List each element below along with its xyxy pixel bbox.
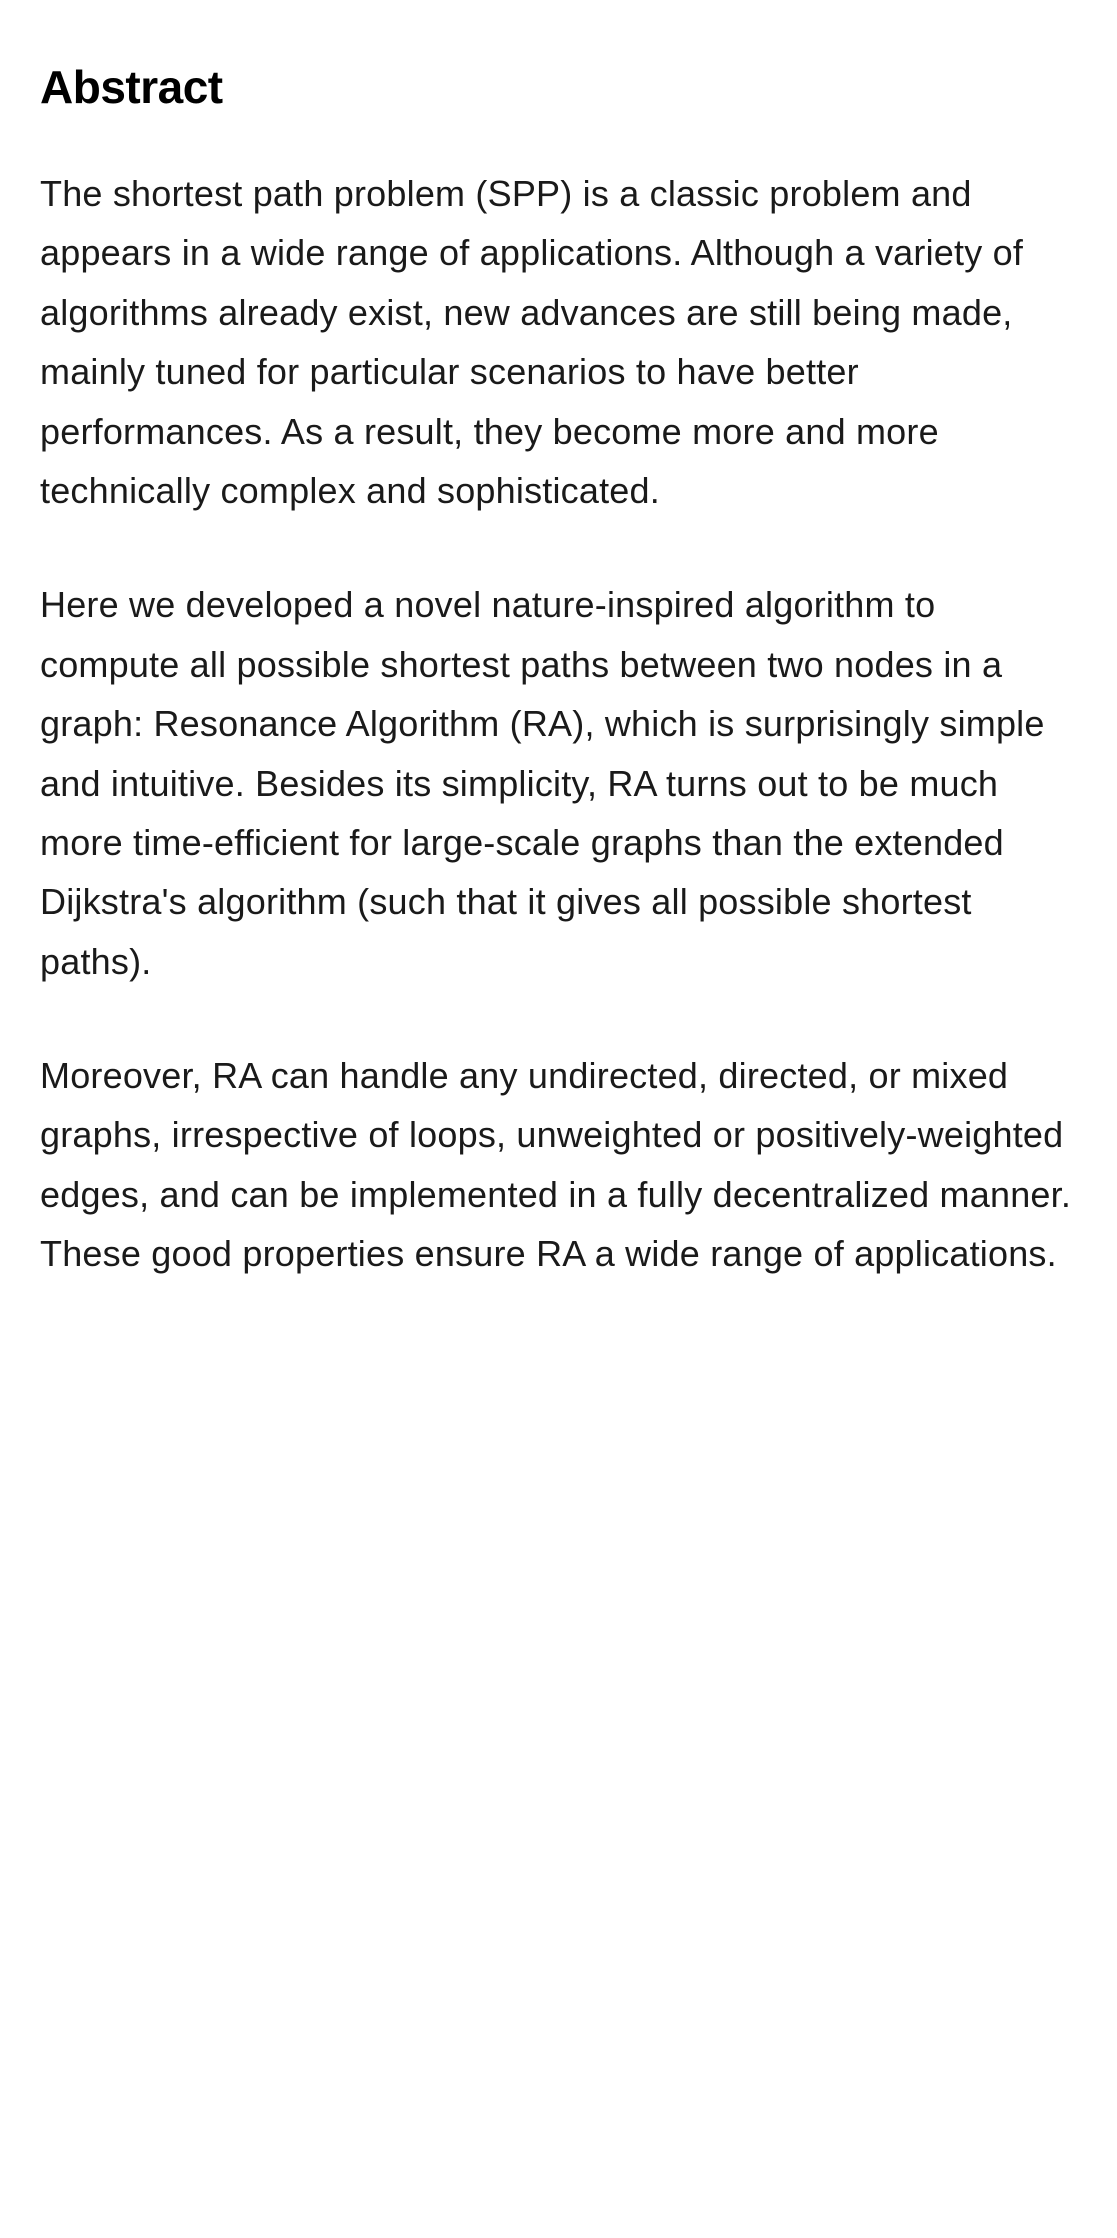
abstract-paragraph: Here we developed a novel nature-inspire… xyxy=(40,575,1077,991)
abstract-paragraph: The shortest path problem (SPP) is a cla… xyxy=(40,164,1077,520)
abstract-heading: Abstract xyxy=(40,60,1077,114)
abstract-paragraph: Moreover, RA can handle any undirected, … xyxy=(40,1046,1077,1284)
